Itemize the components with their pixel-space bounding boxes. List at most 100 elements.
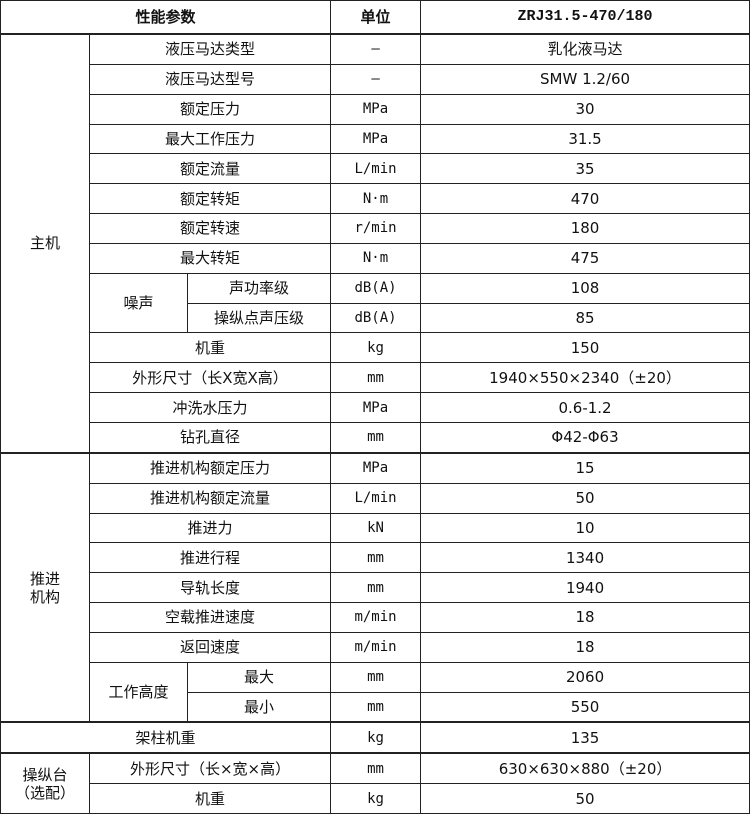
- unit-cell: mm: [330, 421, 422, 454]
- param-cell: 液压马达型号: [88, 63, 332, 95]
- unit-cell: mm: [330, 691, 422, 723]
- unit-cell: L/min: [330, 482, 422, 514]
- unit-cell: L/min: [330, 153, 422, 185]
- param-cell: 额定压力: [88, 93, 332, 125]
- param-cell: 外形尺寸（长×宽×高）: [88, 752, 332, 785]
- subgroup-label: 工作高度: [89, 661, 188, 723]
- unit-cell: N·m: [330, 183, 422, 215]
- table-row: 工作高度 最大 mm 2060: [1, 661, 750, 723]
- param-cell: 推进行程: [88, 542, 332, 574]
- table-row: 导轨长度 mm 1940: [1, 572, 750, 604]
- param-cell: 最大工作压力: [88, 123, 332, 155]
- table-row: 推进机构额定流量 L/min 50: [1, 482, 750, 514]
- unit-cell: kN: [330, 512, 422, 544]
- group-label: 主机: [0, 33, 90, 454]
- table-row: 额定流量 L/min 35: [1, 153, 750, 185]
- header-param: 性能参数: [0, 0, 332, 35]
- table-row: 返回速度 m/min 18: [1, 631, 750, 663]
- table-row: 操纵点声压级 dB(A) 85: [1, 302, 750, 334]
- unit-cell: dB(A): [330, 302, 422, 334]
- value-cell: 乳化液马达: [420, 32, 750, 65]
- table-row: 最小 mm 550: [1, 691, 750, 723]
- unit-cell: dB(A): [330, 272, 422, 304]
- subgroup-label: 噪声: [89, 272, 188, 334]
- table-row: 额定压力 MPa 30: [1, 93, 750, 125]
- value-cell: 18: [420, 602, 750, 633]
- unit-cell: MPa: [330, 451, 422, 484]
- param-cell: 钻孔直径: [88, 421, 332, 454]
- table-row: 钻孔直径 mm Φ42-Φ63: [1, 421, 750, 454]
- table-row: 最大转矩 N·m 475: [1, 242, 750, 274]
- unit-cell: MPa: [330, 392, 422, 423]
- table-row: 额定转速 r/min 180: [1, 213, 750, 244]
- param-cell: 架柱机重: [0, 721, 332, 754]
- param-cell: 操纵点声压级: [186, 302, 332, 334]
- table-row: 外形尺寸（长X宽X高） mm 1940×550×2340（±20）: [1, 362, 750, 394]
- value-cell: 550: [420, 691, 750, 723]
- header-unit: 单位: [330, 0, 422, 35]
- table-row: 噪声 声功率级 dB(A) 108: [1, 272, 750, 334]
- param-cell: 外形尺寸（长X宽X高）: [88, 362, 332, 394]
- unit-cell: r/min: [330, 213, 422, 244]
- value-cell: 180: [420, 213, 750, 244]
- param-cell: 额定转速: [88, 213, 332, 244]
- value-cell: 150: [420, 332, 750, 364]
- value-cell: 135: [420, 721, 750, 754]
- param-cell: 推进机构额定压力: [88, 451, 332, 484]
- table-row: 最大工作压力 MPa 31.5: [1, 123, 750, 155]
- table-row: 空载推进速度 m/min 18: [1, 602, 750, 633]
- unit-cell: mm: [330, 572, 422, 604]
- value-cell: 10: [420, 512, 750, 544]
- value-cell: 31.5: [420, 123, 750, 155]
- table-row: 推进力 kN 10: [1, 512, 750, 544]
- param-cell: 最大: [186, 661, 332, 693]
- table-row: 推进 机构 推进机构额定压力 MPa 15: [0, 451, 750, 723]
- value-cell: 470: [420, 183, 750, 215]
- header-model: ZRJ31.5-470/180: [420, 0, 750, 35]
- param-cell: 机重: [88, 332, 332, 364]
- value-cell: 108: [420, 272, 750, 304]
- unit-cell: mm: [330, 661, 422, 693]
- value-cell: 35: [420, 153, 750, 185]
- value-cell: Φ42-Φ63: [420, 421, 750, 454]
- value-cell: 18: [420, 631, 750, 663]
- table-row: 操纵台 （选配） 外形尺寸（长×宽×高） mm 630×630×880（±20）: [0, 752, 750, 814]
- value-cell: 2060: [420, 661, 750, 693]
- value-cell: 1340: [420, 542, 750, 574]
- param-cell: 声功率级: [186, 272, 332, 304]
- value-cell: 630×630×880（±20）: [420, 752, 750, 785]
- table-row: 液压马达型号 — SMW 1.2/60: [1, 63, 750, 95]
- table-row: 额定转矩 N·m 470: [1, 183, 750, 215]
- value-cell: 1940×550×2340（±20）: [420, 362, 750, 394]
- unit-cell: MPa: [330, 123, 422, 155]
- group-label: 操纵台 （选配）: [0, 752, 90, 814]
- unit-cell: mm: [330, 752, 422, 785]
- value-cell: 0.6-1.2: [420, 392, 750, 423]
- param-cell: 空载推进速度: [88, 602, 332, 633]
- param-cell: 最大转矩: [88, 242, 332, 274]
- param-cell: 最小: [186, 691, 332, 723]
- value-cell: 85: [420, 302, 750, 334]
- unit-cell: mm: [330, 542, 422, 574]
- param-cell: 冲洗水压力: [88, 392, 332, 423]
- unit-cell: —: [330, 32, 422, 65]
- unit-cell: —: [330, 63, 422, 95]
- unit-cell: kg: [330, 721, 422, 754]
- param-cell: 液压马达类型: [88, 32, 332, 65]
- param-cell: 推进机构额定流量: [88, 482, 332, 514]
- table-row: 冲洗水压力 MPa 0.6-1.2: [1, 392, 750, 423]
- param-cell: 额定转矩: [88, 183, 332, 215]
- unit-cell: mm: [330, 362, 422, 394]
- value-cell: SMW 1.2/60: [420, 63, 750, 95]
- unit-cell: N·m: [330, 242, 422, 274]
- param-cell: 额定流量: [88, 153, 332, 185]
- table-row: 机重 kg 150: [1, 332, 750, 364]
- value-cell: 1940: [420, 572, 750, 604]
- table-row: 主机 液压马达类型 — 乳化液马达: [0, 32, 750, 454]
- table-row: 架柱机重 kg 135: [0, 721, 750, 754]
- value-cell: 15: [420, 451, 750, 484]
- table-row: 推进行程 mm 1340: [1, 542, 750, 574]
- param-cell: 推进力: [88, 512, 332, 544]
- param-cell: 返回速度: [88, 631, 332, 663]
